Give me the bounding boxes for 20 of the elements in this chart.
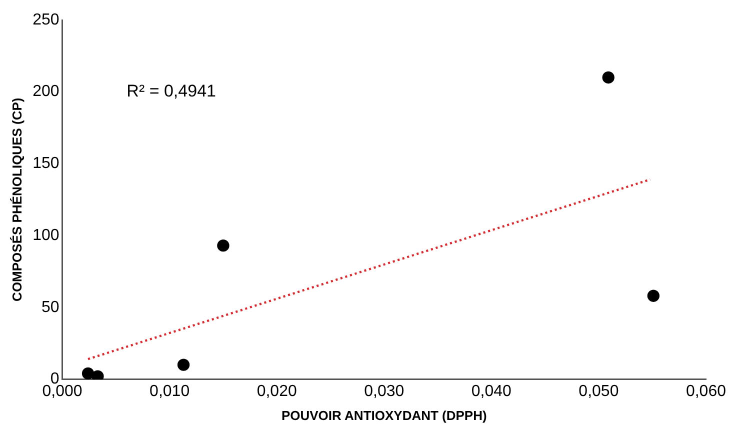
x-tick-label: 0,030 xyxy=(364,383,404,400)
x-axis-title: POUVOIR ANTIOXYDANT (DPPH) xyxy=(281,408,487,423)
x-tick-label: 0,010 xyxy=(150,383,190,400)
point xyxy=(82,367,94,380)
point xyxy=(217,239,230,252)
y-tick-label: 250 xyxy=(32,11,60,28)
y-tick-label: 100 xyxy=(32,226,60,244)
annotation: R² = 0,4941 xyxy=(126,82,216,101)
point xyxy=(177,358,190,371)
x-tick-label: 0,050 xyxy=(578,383,619,400)
point xyxy=(92,370,104,380)
x-tick-label: 0,020 xyxy=(256,383,297,400)
y-tick-label: 200 xyxy=(32,83,60,100)
x-tick-label: 0,040 xyxy=(471,383,512,400)
y-axis-title: COMPOSÉS PHÉNOLIQUES (CP) xyxy=(9,98,24,302)
point xyxy=(647,290,660,302)
x-tick-label: 0,060 xyxy=(686,383,726,400)
y-tick-label: 50 xyxy=(42,298,60,316)
y-tick-label: 150 xyxy=(32,155,60,172)
point xyxy=(602,71,614,84)
